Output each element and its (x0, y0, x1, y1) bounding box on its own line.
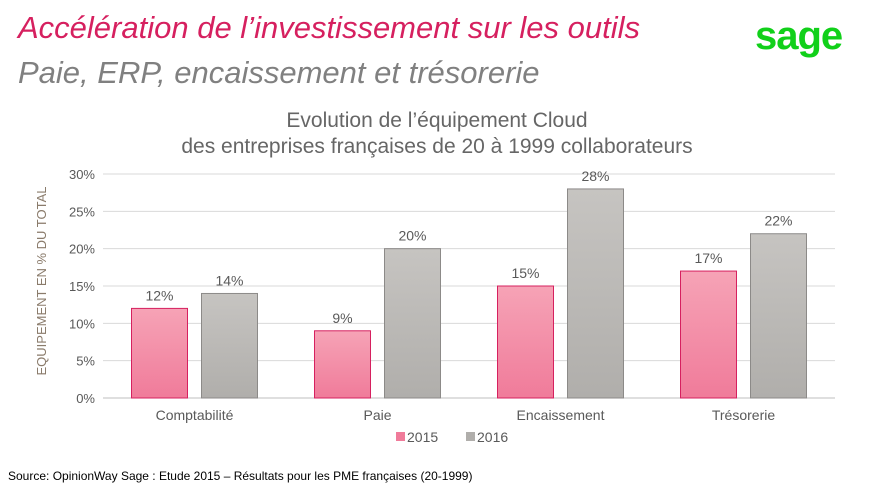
slide-title-line-2: Paie, ERP, encaissement et trésorerie (18, 55, 540, 90)
legend-label-2016: 2016 (477, 429, 508, 445)
x-category-label: Encaissement (517, 407, 605, 423)
data-label: 14% (215, 272, 243, 288)
data-label: 17% (694, 250, 722, 266)
data-label: 12% (145, 287, 173, 303)
data-label: 20% (398, 228, 426, 244)
sage-logo: sage (755, 14, 843, 58)
legend-swatch-2016 (466, 432, 475, 441)
bar-2016-2 (567, 188, 624, 399)
y-axis-label: EQUIPEMENT EN % DU TOTAL (34, 186, 49, 375)
y-tick-label: 15% (69, 279, 95, 294)
x-category-label: Paie (363, 407, 391, 423)
bar-2015-3 (680, 270, 737, 399)
bar-2016-0 (201, 292, 258, 399)
y-tick-label: 30% (69, 167, 95, 182)
x-category-label: Trésorerie (712, 407, 775, 423)
legend-label-2015: 2015 (407, 429, 438, 445)
bar-2016-1 (384, 248, 441, 399)
data-label: 15% (511, 265, 539, 281)
bar-2015-1 (314, 330, 371, 399)
y-tick-label: 20% (69, 242, 95, 257)
data-label: 22% (764, 213, 792, 229)
chart-title-line-2: des entreprises françaises de 20 à 1999 … (181, 135, 692, 158)
bar-2015-0 (131, 307, 188, 399)
y-tick-label: 0% (76, 391, 95, 406)
y-tick-label: 25% (69, 204, 95, 219)
data-label: 9% (332, 310, 352, 326)
y-tick-label: 5% (76, 354, 95, 369)
bar-2015-2 (497, 285, 554, 399)
x-category-label: Comptabilité (156, 407, 234, 423)
bar-2016-3 (750, 233, 807, 399)
data-label: 28% (581, 168, 609, 184)
source-note: Source: OpinionWay Sage : Etude 2015 – R… (8, 469, 473, 483)
legend-swatch-2015 (396, 432, 405, 441)
chart-title-line-1: Evolution de l’équipement Cloud (286, 109, 587, 132)
slide-title-line-1: Accélération de l’investissement sur les… (18, 10, 640, 45)
y-tick-label: 10% (69, 316, 95, 331)
